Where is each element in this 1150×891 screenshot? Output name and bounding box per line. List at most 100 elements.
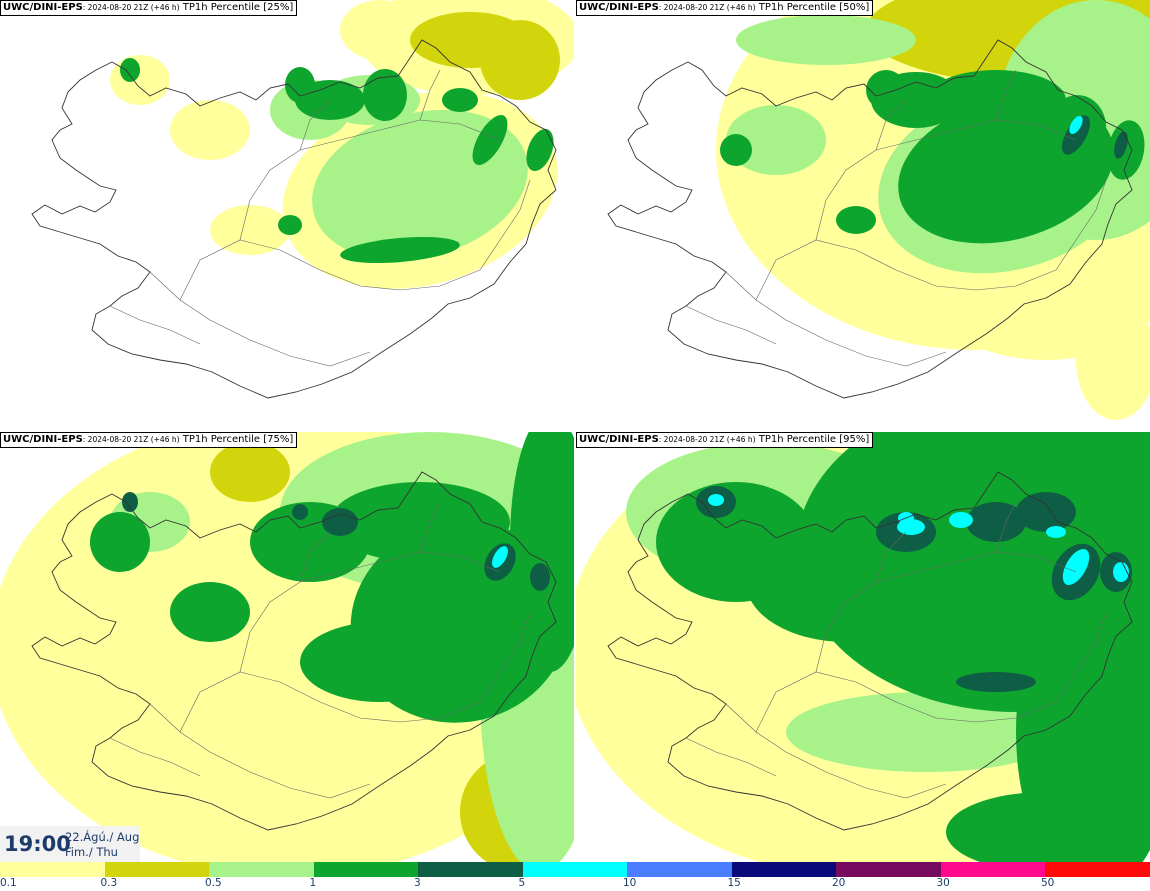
precip-contour [1062, 115, 1090, 155]
colorbar-cell [1045, 862, 1150, 877]
road-line [299, 99, 331, 151]
colorbar-cell [836, 862, 941, 877]
map-panel-p75: UWC/DINI-EPS: 2024-08-20 21Z (+46 h) TP1… [0, 432, 574, 862]
precip-contour [1076, 300, 1150, 420]
precip-contour [1069, 115, 1083, 135]
colorbar-cell [627, 862, 732, 877]
colorbar-label: 1 [309, 877, 317, 889]
precip-contour [210, 205, 290, 255]
precip-contour [110, 55, 170, 105]
valid-time-box: 19:00 22.Ágú./ Aug Fim./ Thu [0, 826, 140, 862]
precip-contour [322, 508, 358, 536]
precip-contour [836, 206, 876, 234]
precip-contour [1062, 548, 1090, 586]
road-line [419, 501, 441, 553]
precip-contour [708, 494, 724, 506]
precip-colorbar [0, 862, 1150, 877]
colorbar-label: 20 [832, 877, 846, 889]
precip-contour [210, 442, 290, 502]
precip-contour [170, 582, 250, 642]
colorbar-label: 10 [623, 877, 637, 889]
panel-title: UWC/DINI-EPS: 2024-08-20 21Z (+46 h) TP1… [0, 0, 298, 16]
precip-contour [526, 128, 554, 172]
precip-contour [946, 792, 1146, 862]
road-line [179, 239, 481, 301]
road-line [875, 531, 907, 583]
colorbar-label: 3 [414, 877, 421, 889]
precip-contour [1107, 120, 1145, 180]
panel-divider-horizontal [0, 430, 1150, 432]
precip-contour [866, 70, 906, 110]
road-line [1055, 611, 1107, 703]
precip-contour [292, 504, 308, 520]
valid-weekday: Fim./ Thu [65, 845, 118, 859]
precip-map-p75 [0, 432, 574, 862]
panel-title: UWC/DINI-EPS: 2024-08-20 21Z (+46 h) TP1… [576, 0, 874, 16]
precip-contour [442, 88, 478, 112]
precip-contour [480, 20, 560, 100]
precip-contour [1016, 492, 1076, 532]
iceland-coastline [31, 39, 557, 399]
road-line [995, 501, 1017, 553]
road-line [815, 551, 1077, 673]
colorbar-label: 0.5 [205, 877, 222, 889]
precip-contour [726, 105, 826, 175]
valid-date: 22.Ágú./ Aug [65, 830, 140, 844]
precip-contour [1016, 572, 1150, 862]
precip-contour [720, 134, 752, 166]
precip-contour [530, 563, 550, 591]
road-line [109, 305, 201, 345]
map-panel-p50: UWC/DINI-EPS: 2024-08-20 21Z (+46 h) TP1… [576, 0, 1150, 430]
road-line [109, 737, 201, 777]
road-line [685, 305, 777, 345]
precip-map-p95 [576, 432, 1150, 862]
colorbar-cell [313, 862, 418, 877]
road-line [479, 179, 531, 271]
precip-map-p25 [0, 0, 574, 430]
colorbar-label: 5 [518, 877, 526, 889]
colorbar-label: 50 [1041, 877, 1055, 889]
colorbar-cell [522, 862, 627, 877]
precip-contour [122, 492, 138, 512]
map-panel-p95: UWC/DINI-EPS: 2024-08-20 21Z (+46 h) TP1… [576, 432, 1150, 862]
precip-contour [340, 236, 460, 264]
precip-contour [746, 522, 946, 642]
precip-contour [1114, 131, 1128, 159]
colorbar-cell [418, 862, 523, 877]
precip-contour [363, 69, 407, 121]
colorbar-label: 30 [936, 877, 950, 889]
colorbar-label: 0.3 [100, 877, 118, 889]
road-line [479, 611, 531, 703]
colorbar-label: 0.1 [0, 877, 17, 889]
road-line [995, 69, 1017, 121]
precip-contour [278, 215, 302, 235]
colorbar-cell [731, 862, 836, 877]
valid-time: 19:00 [4, 832, 71, 856]
precip-contour [340, 0, 420, 60]
precip-contour [786, 692, 1066, 772]
panel-title: UWC/DINI-EPS: 2024-08-20 21Z (+46 h) TP1… [576, 432, 874, 448]
precip-contour [736, 15, 916, 65]
precip-contour [120, 58, 140, 82]
precip-contour [926, 70, 1066, 130]
precip-contour [1046, 526, 1066, 538]
precip-contour [492, 546, 508, 568]
precip-contour [300, 622, 460, 702]
colorbar-cell [104, 862, 209, 877]
colorbar-cell [209, 862, 314, 877]
colorbar-label: 15 [727, 877, 741, 889]
road-line [1055, 179, 1107, 271]
road-line [299, 531, 331, 583]
map-panel-p25: UWC/DINI-EPS: 2024-08-20 21Z (+46 h) TP1… [0, 0, 574, 430]
road-line [239, 551, 501, 673]
road-line [685, 737, 777, 777]
precip-contour [90, 512, 150, 572]
precip-contour [510, 432, 574, 672]
iceland-coastline [607, 471, 1133, 831]
precip-contour [170, 100, 250, 160]
precip-map-p50 [576, 0, 1150, 430]
iceland-coastline [607, 39, 1133, 399]
road-line [875, 99, 907, 151]
iceland-coastline [31, 471, 557, 831]
road-line [239, 119, 501, 241]
